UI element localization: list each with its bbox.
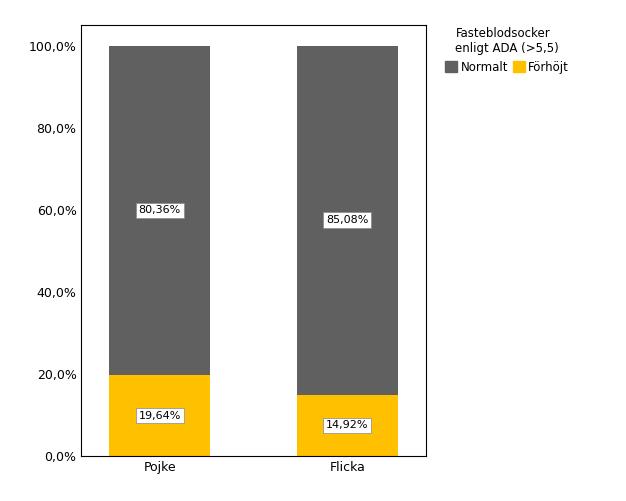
Text: 14,92%: 14,92% (326, 420, 369, 430)
Legend: Normalt, Förhöjt: Normalt, Förhöjt (445, 27, 569, 74)
Bar (297, 395, 398, 456)
Text: 85,08%: 85,08% (326, 215, 369, 225)
Bar (297, 46, 398, 395)
Bar (109, 375, 210, 456)
Text: 80,36%: 80,36% (138, 205, 181, 215)
Bar (109, 46, 210, 375)
Text: 19,64%: 19,64% (138, 411, 181, 421)
